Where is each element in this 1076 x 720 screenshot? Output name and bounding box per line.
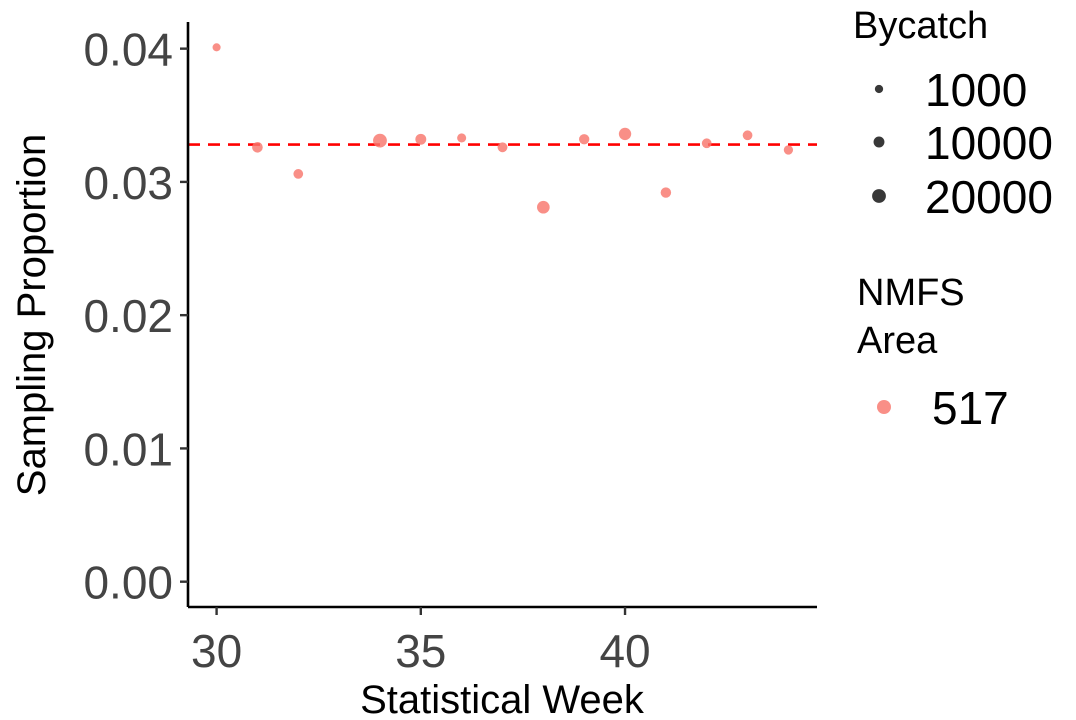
legend-size-key (872, 189, 886, 203)
data-point (252, 141, 263, 153)
legend-color-entries: 517 (877, 382, 1009, 434)
y-tick-label: 0.03 (83, 157, 173, 209)
legend-color-label: 517 (932, 382, 1009, 434)
data-point (660, 187, 672, 198)
y-tick-label: 0.02 (83, 290, 173, 342)
x-tick-label: 30 (191, 625, 242, 677)
data-point (373, 133, 387, 148)
data-point (415, 133, 427, 145)
y-axis-title: Sampling Proportion (10, 134, 54, 496)
y-tick-label: 0.04 (83, 24, 173, 76)
data-point (497, 142, 508, 153)
legend-size-key (874, 84, 884, 94)
legend-size-title: Bycatch (853, 5, 988, 47)
plot-area (188, 43, 817, 214)
data-points (212, 43, 794, 214)
legend-color-title-line-1: NMFS (857, 272, 965, 314)
legend-color-title-line-2: Area (857, 320, 938, 362)
y-tick-label: 0.00 (83, 557, 173, 609)
legend-size-label: 20000 (925, 171, 1053, 223)
data-point (212, 43, 221, 52)
legend-size-label: 10000 (925, 117, 1053, 169)
x-axis-ticks: 30 35 40 (191, 607, 651, 677)
y-axis-ticks: 0.00 0.01 0.02 0.03 0.04 (83, 24, 188, 609)
data-point (742, 130, 753, 141)
data-point (579, 134, 590, 145)
data-point (618, 127, 632, 141)
data-point (293, 169, 304, 179)
data-point (783, 145, 794, 155)
data-point (457, 133, 467, 143)
x-axis-title: Statistical Week (360, 678, 645, 720)
data-point (537, 200, 550, 214)
y-tick-label: 0.01 (83, 423, 173, 475)
x-tick-label: 35 (395, 625, 446, 677)
data-point (701, 138, 712, 149)
legend-color-key (877, 400, 891, 414)
x-tick-label: 40 (599, 625, 650, 677)
legend-size-label: 1000 (925, 64, 1027, 116)
legend-size-key (873, 136, 885, 148)
